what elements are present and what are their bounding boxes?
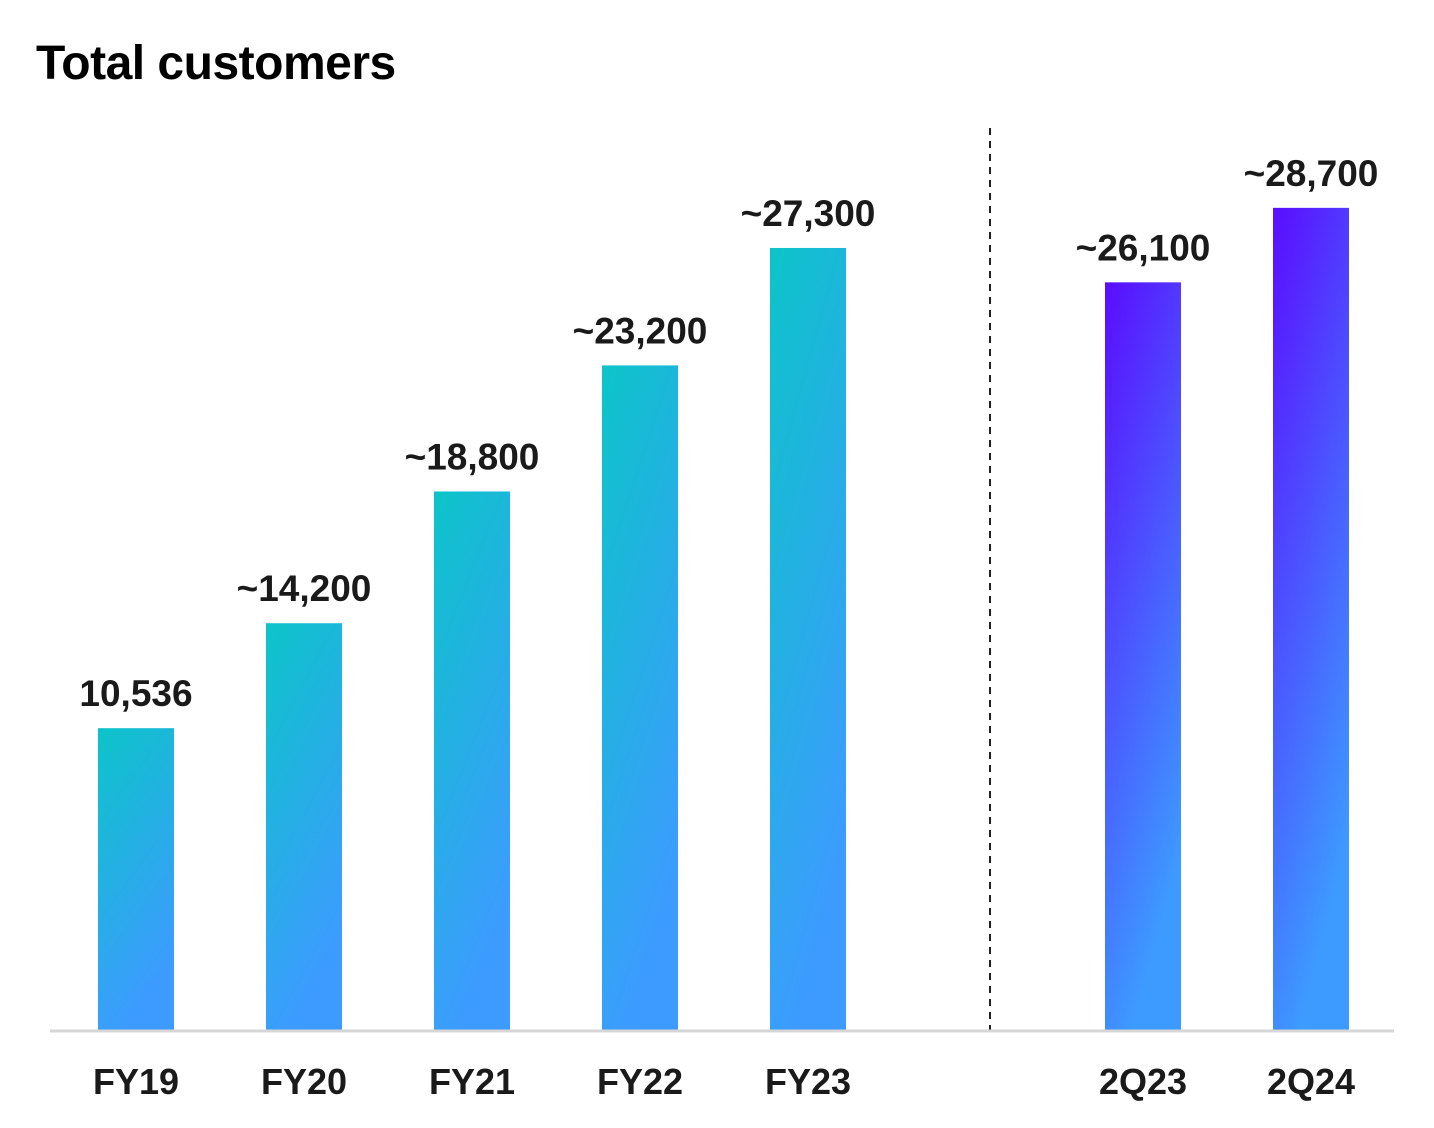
bar-fy21 [434, 491, 510, 1030]
data-labels-group: 10,536 ~14,200 ~18,800 ~23,200 ~27,300 ~26,10… [79, 153, 1378, 714]
bar-fy19 [98, 728, 174, 1030]
data-label-fy22: ~23,200 [573, 310, 708, 351]
bar-2q23 [1105, 282, 1181, 1031]
bar-fy22 [602, 365, 678, 1030]
category-label-2q24: 2Q24 [1267, 1061, 1355, 1102]
category-label-fy21: FY21 [429, 1061, 515, 1102]
category-label-fy22: FY22 [597, 1061, 683, 1102]
bar-2q24 [1273, 207, 1349, 1030]
chart-title: Total customers [36, 37, 396, 90]
category-label-fy19: FY19 [93, 1061, 179, 1102]
data-label-fy19: 10,536 [79, 673, 192, 714]
category-label-fy23: FY23 [765, 1061, 851, 1102]
data-label-fy21: ~18,800 [405, 436, 540, 477]
data-label-fy23: ~27,300 [741, 193, 876, 234]
category-labels-group: FY19 FY20 FY21 FY22 FY23 2Q23 2Q24 [93, 1061, 1355, 1102]
category-label-2q23: 2Q23 [1099, 1061, 1187, 1102]
data-label-2q23: ~26,100 [1076, 227, 1211, 268]
bars-group [98, 207, 1349, 1031]
data-label-fy20: ~14,200 [237, 568, 372, 609]
category-label-fy20: FY20 [261, 1061, 347, 1102]
bar-fy23 [770, 247, 846, 1030]
bar-fy20 [266, 623, 342, 1030]
data-label-2q24: ~28,700 [1244, 153, 1379, 194]
